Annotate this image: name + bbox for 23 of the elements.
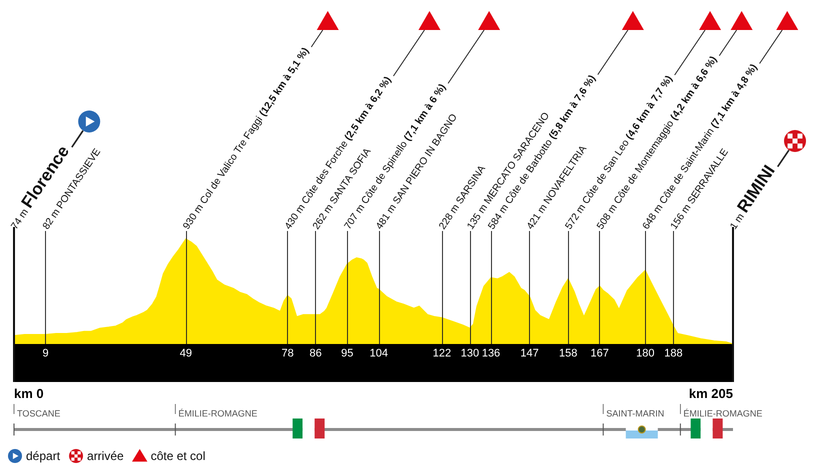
x-tick-label: 136 <box>482 348 500 360</box>
x-tick-label: 104 <box>370 348 388 360</box>
x-tick-label: 130 <box>460 348 480 360</box>
series-label: SAINT-MARIN <box>606 408 664 418</box>
text: arrivée <box>87 449 124 463</box>
x-tick-label: 95 <box>341 348 354 360</box>
series-label: ÉMILIE-ROMAGNE <box>178 408 258 418</box>
x-tick-label: 122 <box>432 348 452 360</box>
series-label: TOSCANE <box>17 408 60 418</box>
text: départ <box>26 449 61 463</box>
x-tick-label: 188 <box>664 348 683 360</box>
x-tick-label: 86 <box>310 348 322 360</box>
series-label: ÉMILIE-ROMAGNE <box>683 408 762 418</box>
x-tick-label: 78 <box>281 348 294 360</box>
x-tick-label: 49 <box>180 348 192 360</box>
x-tick-label: 158 <box>558 348 578 360</box>
text: côte et col <box>150 449 206 463</box>
x-tick-label: 180 <box>636 348 654 360</box>
text: km 0 <box>14 386 44 401</box>
x-tick-label: 147 <box>520 348 539 360</box>
x-tick-label: 167 <box>590 348 609 360</box>
text: km 205 <box>688 386 733 401</box>
x-tick-label: 9 <box>42 348 49 360</box>
